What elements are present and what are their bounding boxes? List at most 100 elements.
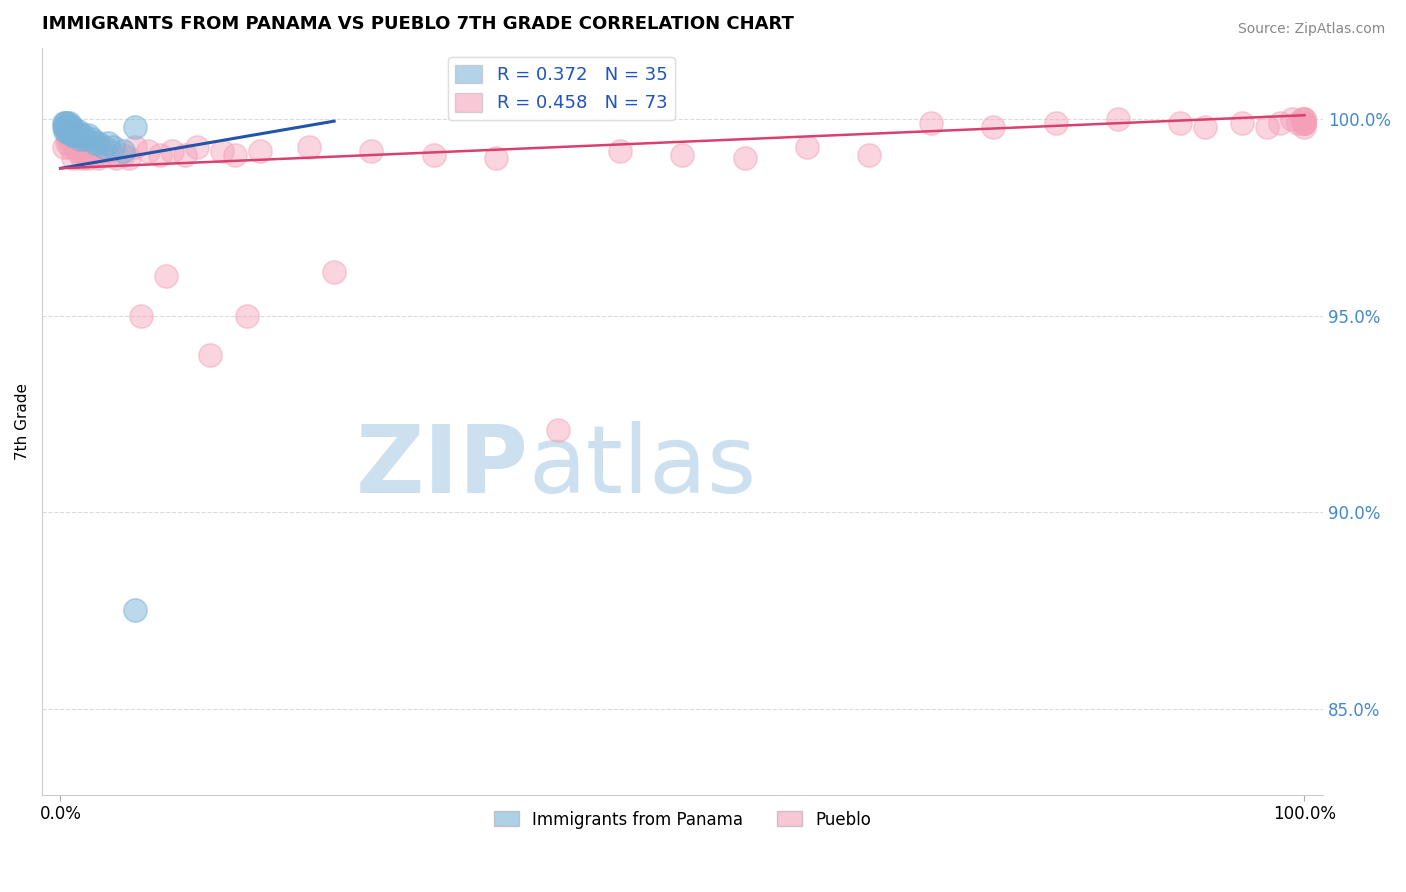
Point [796,139,818,153]
Point [920,116,942,130]
Point [62,128,84,142]
Point [224,147,246,161]
Point [76,152,98,166]
Point [84,136,107,150]
Point [155,269,177,284]
Point [1294,116,1316,130]
Point [55,116,77,130]
Point [56,120,79,134]
Point [67,139,90,153]
Point [1168,116,1191,130]
Point [55,120,77,134]
Point [671,147,693,161]
Y-axis label: 7th Grade: 7th Grade [15,384,30,460]
Point [173,147,195,161]
Point [186,139,208,153]
Text: Source: ZipAtlas.com: Source: ZipAtlas.com [1237,22,1385,37]
Point [97,136,120,150]
Point [360,144,382,158]
Point [66,144,89,158]
Point [65,139,87,153]
Point [1294,116,1316,130]
Point [77,147,100,161]
Point [69,144,91,158]
Point [323,265,346,279]
Point [75,132,97,146]
Point [422,147,444,161]
Text: IMMIGRANTS FROM PANAMA VS PUEBLO 7TH GRADE CORRELATION CHART: IMMIGRANTS FROM PANAMA VS PUEBLO 7TH GRA… [42,15,793,33]
Point [63,124,86,138]
Point [101,139,124,153]
Point [65,128,87,142]
Point [131,309,153,323]
Text: ZIP: ZIP [356,420,529,513]
Point [58,124,80,138]
Point [1256,120,1278,134]
Point [55,120,77,134]
Point [72,139,94,153]
Point [1294,116,1316,130]
Point [1294,120,1316,134]
Point [111,144,134,158]
Point [485,152,508,166]
Point [249,144,271,158]
Point [1291,112,1313,127]
Point [136,144,159,158]
Point [66,136,89,150]
Point [124,120,146,134]
Point [80,132,103,146]
Point [236,309,259,323]
Point [60,128,83,142]
Point [58,116,80,130]
Legend: R = 0.372   N = 35, R = 0.458   N = 73: R = 0.372 N = 35, R = 0.458 N = 73 [449,57,675,120]
Point [118,152,141,166]
Point [84,147,107,161]
Point [1045,116,1067,130]
Point [80,139,103,153]
Point [858,147,880,161]
Point [111,147,134,161]
Point [58,120,80,134]
Point [55,124,77,138]
Point [59,124,82,138]
Point [1107,112,1129,127]
Point [93,139,115,153]
Point [105,152,128,166]
Point [1194,120,1216,134]
Point [734,152,756,166]
Point [60,120,83,134]
Point [59,120,82,134]
Point [66,124,89,138]
Point [53,116,76,130]
Point [1294,116,1316,130]
Point [55,124,77,138]
Point [60,136,83,150]
Point [63,132,86,146]
Point [149,147,172,161]
Point [89,144,111,158]
Point [162,144,184,158]
Point [66,128,89,142]
Point [62,124,84,138]
Point [69,132,91,146]
Point [67,128,90,142]
Point [55,136,77,150]
Point [198,348,221,362]
Point [98,144,121,158]
Point [547,423,569,437]
Point [62,152,84,166]
Point [211,144,233,158]
Point [87,152,110,166]
Point [59,139,82,153]
Point [983,120,1005,134]
Point [1232,116,1254,130]
Point [124,139,146,153]
Point [56,132,79,146]
Point [53,120,76,134]
Point [93,147,115,161]
Point [298,139,321,153]
Point [1281,112,1303,127]
Point [70,152,93,166]
Point [1294,112,1316,127]
Point [1294,112,1316,127]
